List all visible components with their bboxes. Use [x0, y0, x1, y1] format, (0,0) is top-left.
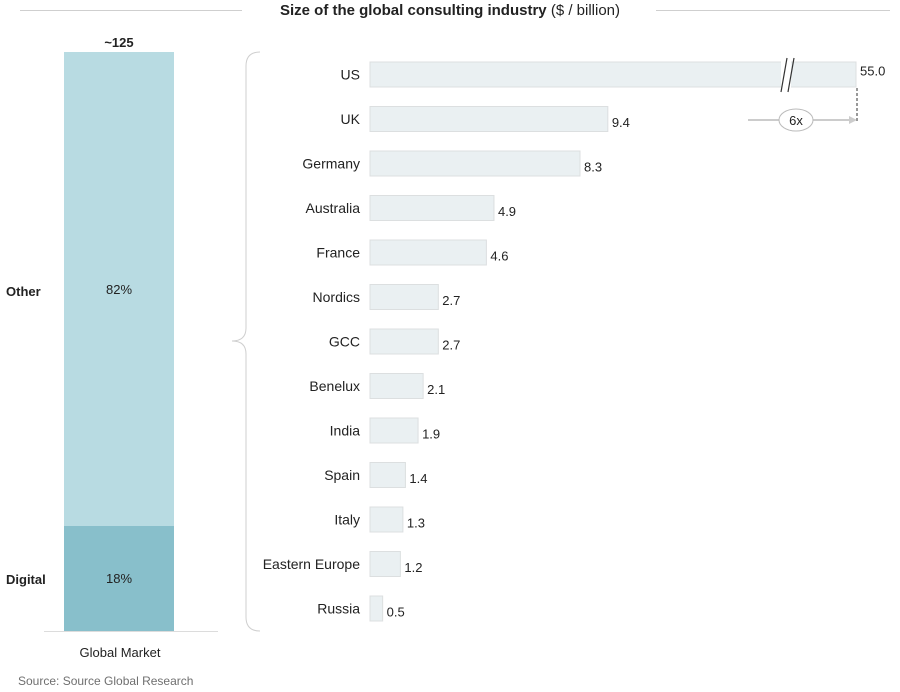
bar-uk — [369, 106, 609, 132]
axis-break-mark-left — [780, 57, 788, 93]
stack-segment-digital-label: 18% — [105, 571, 133, 586]
annotation-label: 6x — [789, 113, 803, 128]
bar-germany — [369, 150, 581, 177]
stack-category-label: Global Market — [79, 645, 161, 660]
category-label-eastern-europe: Eastern Europe — [263, 556, 360, 572]
category-label-gcc: GCC — [329, 334, 360, 350]
value-label-france: 4.6 — [490, 249, 508, 264]
bar-benelux — [369, 373, 424, 399]
value-label-germany: 8.3 — [584, 160, 602, 175]
category-label-uk: UK — [341, 111, 361, 127]
bar-india — [369, 417, 419, 444]
stack-segment-other-label: 82% — [105, 281, 133, 297]
axis-break-gap — [781, 60, 791, 89]
axis-break-mark-right — [787, 57, 795, 93]
bar-spain — [369, 462, 406, 488]
chart-title: Size of the global consulting industry (… — [0, 2, 900, 19]
bar-nordics — [369, 284, 439, 310]
chart-title-unit: ($ / billion) — [550, 2, 621, 19]
value-label-nordics: 2.7 — [442, 293, 460, 308]
category-label-germany: Germany — [302, 156, 360, 172]
chart-title-main: Size of the global consulting industry — [279, 2, 547, 19]
stack-total-label: ~125 — [104, 35, 134, 50]
category-label-benelux: Benelux — [309, 378, 360, 394]
stack-segment-other: 82% — [64, 52, 174, 526]
bar-russia — [369, 595, 384, 622]
value-label-uk: 9.4 — [612, 115, 630, 130]
value-label-russia: 0.5 — [387, 605, 405, 620]
category-label-nordics: Nordics — [313, 289, 360, 305]
value-label-eastern-europe: 1.2 — [404, 560, 422, 575]
title-rule-left — [20, 10, 242, 11]
value-label-australia: 4.9 — [498, 204, 516, 219]
category-label-australia: Australia — [306, 200, 361, 216]
category-label-us: US — [341, 67, 360, 83]
source-note: Source: Source Global Research — [18, 674, 194, 688]
value-label-italy: 1.3 — [407, 516, 425, 531]
stack-segment-digital: 18% — [64, 526, 174, 631]
bar-gcc — [369, 328, 439, 355]
chart-title-bar: Size of the global consulting industry (… — [0, 0, 900, 24]
title-rule-right — [656, 10, 890, 11]
stack-baseline — [44, 631, 218, 632]
bar-australia — [369, 195, 495, 221]
group-bracket — [231, 51, 261, 632]
legend-digital: Digital — [6, 572, 46, 587]
bar-italy — [369, 506, 404, 533]
value-label-benelux: 2.1 — [427, 382, 445, 397]
value-label-gcc: 2.7 — [442, 338, 460, 353]
bar-france — [369, 239, 487, 266]
bar-eastern-europe — [369, 551, 401, 577]
category-label-italy: Italy — [334, 512, 360, 528]
legend-other: Other — [6, 284, 41, 299]
annotation-arrow-head — [849, 116, 857, 124]
value-label-us: 55.0 — [860, 64, 885, 79]
category-label-spain: Spain — [324, 467, 360, 483]
category-label-russia: Russia — [317, 601, 360, 617]
bar-us — [369, 61, 857, 88]
category-label-france: France — [316, 245, 360, 261]
category-label-india: India — [330, 423, 361, 439]
annotation-badge — [778, 108, 814, 132]
value-label-india: 1.9 — [422, 427, 440, 442]
value-label-spain: 1.4 — [409, 471, 427, 486]
